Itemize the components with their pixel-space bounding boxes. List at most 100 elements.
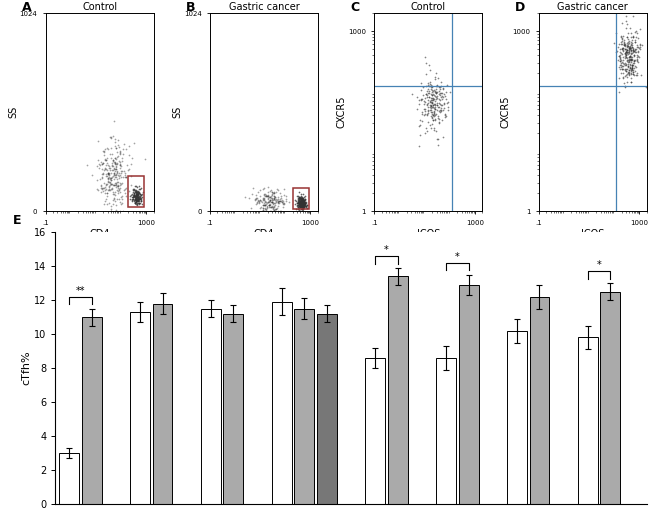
Point xyxy=(437,92,447,100)
Point xyxy=(267,188,278,197)
Point xyxy=(115,179,125,187)
Point xyxy=(134,200,144,208)
Point xyxy=(101,195,111,204)
Point xyxy=(441,95,451,103)
Point xyxy=(621,53,632,61)
Point xyxy=(276,192,286,200)
Point xyxy=(98,184,109,192)
Point xyxy=(631,33,642,41)
Point xyxy=(269,201,280,210)
Point xyxy=(296,198,307,207)
Point xyxy=(298,207,308,216)
Point xyxy=(259,197,270,205)
Point xyxy=(618,62,629,70)
Point xyxy=(133,188,144,197)
Point xyxy=(621,47,632,55)
Point xyxy=(294,200,305,208)
Point xyxy=(423,99,434,107)
Point xyxy=(292,192,302,200)
Point xyxy=(131,192,141,200)
Point xyxy=(626,43,636,52)
Point xyxy=(255,192,265,200)
Point xyxy=(617,50,627,58)
Point xyxy=(299,196,309,205)
Point xyxy=(624,44,634,53)
Point xyxy=(297,207,307,216)
Point xyxy=(616,61,626,69)
Point xyxy=(632,42,642,51)
Point xyxy=(131,195,141,203)
Point xyxy=(107,161,118,169)
Point xyxy=(114,161,125,169)
Point xyxy=(267,191,278,199)
Point xyxy=(632,41,642,49)
Point xyxy=(632,28,642,37)
Point xyxy=(133,193,144,201)
Point xyxy=(116,192,127,200)
Point xyxy=(618,39,629,48)
Point xyxy=(294,198,305,207)
Point xyxy=(112,160,122,168)
Point xyxy=(82,161,92,170)
Point xyxy=(294,194,304,202)
Point xyxy=(131,182,141,191)
Y-axis label: SS: SS xyxy=(8,106,18,118)
Point xyxy=(623,53,634,61)
Point xyxy=(424,87,435,95)
Point xyxy=(130,186,140,195)
Point xyxy=(618,74,629,82)
Point xyxy=(96,173,107,182)
Point xyxy=(433,112,443,120)
Point xyxy=(269,192,280,200)
Point xyxy=(297,204,307,212)
Point xyxy=(294,203,305,211)
Point xyxy=(298,196,308,205)
Point xyxy=(132,200,142,209)
Point xyxy=(426,114,437,122)
Point xyxy=(621,73,632,81)
Point xyxy=(614,54,625,62)
Point xyxy=(295,200,306,209)
Point xyxy=(440,110,450,118)
Point xyxy=(422,110,433,118)
Point xyxy=(422,107,433,115)
Point xyxy=(273,195,283,203)
Point xyxy=(276,198,287,206)
Point xyxy=(255,196,266,204)
Point xyxy=(633,48,644,56)
Point xyxy=(298,194,308,203)
Point xyxy=(620,64,630,73)
Point xyxy=(101,180,112,188)
Point xyxy=(296,201,306,209)
Point xyxy=(121,145,131,153)
Point xyxy=(625,49,636,57)
Point xyxy=(112,186,122,195)
Point xyxy=(294,202,304,210)
Point xyxy=(265,196,275,204)
Point xyxy=(296,197,306,205)
Point xyxy=(423,85,434,93)
Point xyxy=(621,48,632,56)
Point xyxy=(133,188,143,196)
Point xyxy=(247,189,257,198)
Point xyxy=(297,193,307,201)
Point xyxy=(632,51,642,60)
Point xyxy=(98,159,108,167)
Point xyxy=(433,140,443,149)
Point xyxy=(94,164,105,173)
Point xyxy=(124,151,134,160)
Bar xyxy=(59,453,79,504)
Point xyxy=(97,159,107,168)
Point xyxy=(294,206,305,214)
Point xyxy=(416,86,426,94)
Point xyxy=(424,121,435,129)
Point xyxy=(619,72,630,80)
Point xyxy=(428,91,439,99)
Point xyxy=(125,192,135,200)
Point xyxy=(629,35,640,44)
Point xyxy=(414,141,424,150)
Point xyxy=(101,156,111,164)
Point xyxy=(296,201,306,210)
Point xyxy=(296,194,307,202)
Point xyxy=(127,195,137,204)
